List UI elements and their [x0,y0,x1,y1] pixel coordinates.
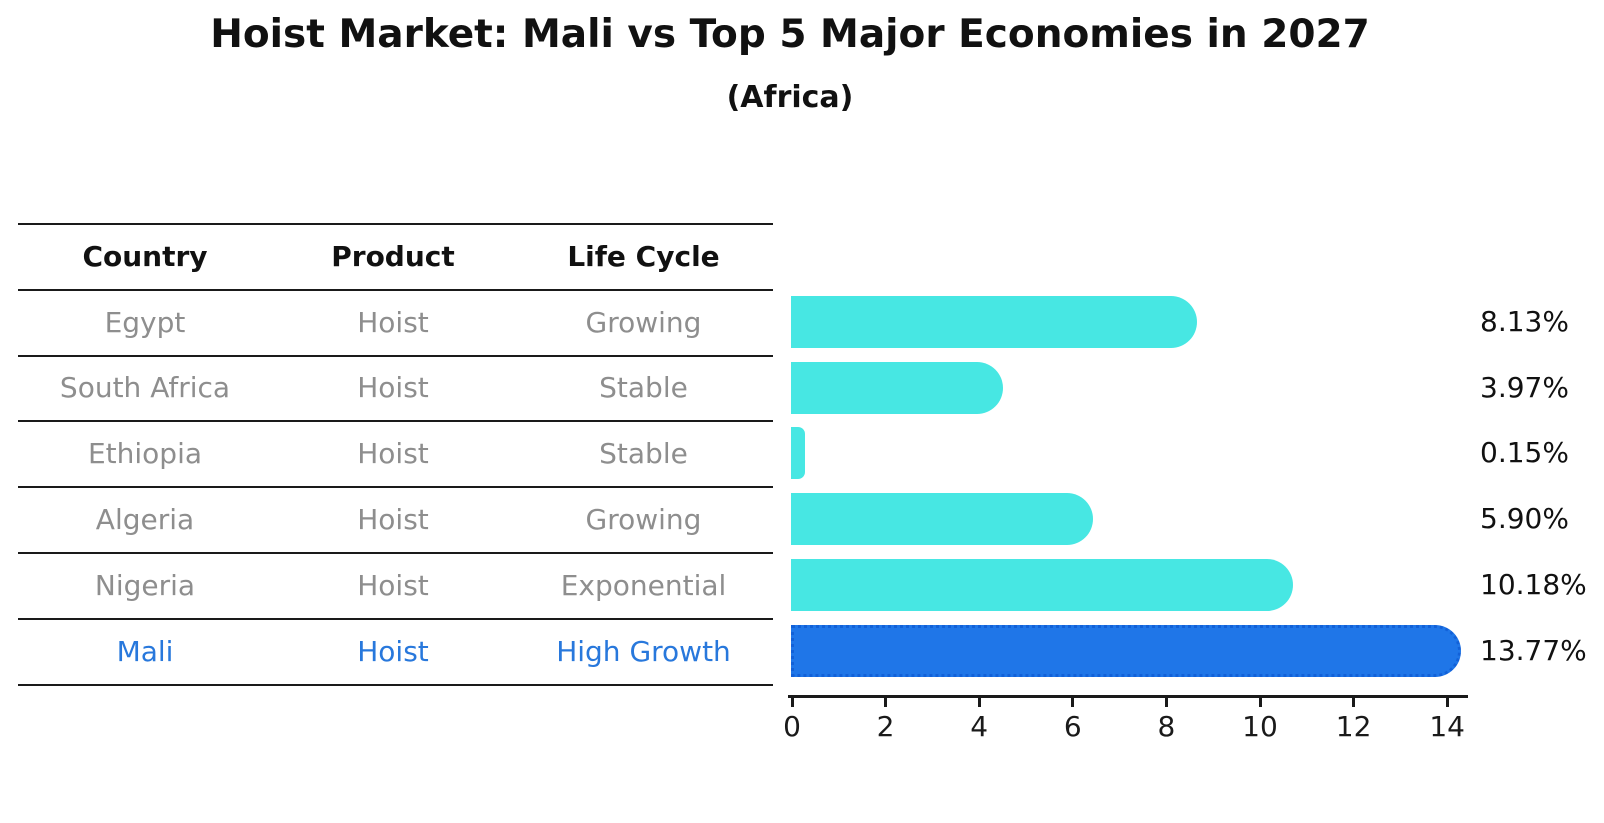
x-tick-mark [1258,698,1262,707]
x-tick-mark [884,698,888,707]
value-label: 10.18% [1480,568,1587,601]
table-rule [18,223,773,225]
x-tick-mark [1164,698,1168,707]
x-axis-line [788,695,1468,698]
x-tick-mark [1352,698,1356,707]
table-row: Algeria Hoist Growing [18,497,773,541]
table-row-cell-0: Mali [116,634,174,668]
bar-algeria [791,493,1094,545]
table-row: South Africa Hoist Stable [18,366,773,410]
table-rule [18,684,773,686]
x-tick-label: 0 [783,710,801,743]
table-row-cell-0: Ethiopia [87,436,203,470]
table-header-row: Country Product Life Cycle [18,234,773,278]
value-label: 13.77% [1480,634,1587,667]
x-tick-label: 14 [1429,710,1465,743]
bar-nigeria [791,559,1294,611]
table-row-cell-1: Hoist [357,568,429,602]
x-tick-mark [790,698,794,707]
table-rule [18,355,773,357]
table-row-cell-2: Exponential [560,568,727,602]
table-row-cell-1: Hoist [357,371,429,404]
bar-egypt [791,296,1198,348]
table-row-cell-0: Nigeria [94,568,196,602]
table-row-cell-1: Hoist [357,634,429,668]
table-row-cell-1: Hoist [357,436,429,470]
table-rule [18,486,773,488]
table-row-cell-0: Algeria [95,502,195,536]
bar-south-africa [791,361,1003,414]
table-rule [18,552,773,554]
x-tick-label: 12 [1335,710,1372,743]
chart-title: Hoist Market: Mali vs Top 5 Major Econom… [210,12,1370,57]
chart-subtitle: (Africa) [726,80,854,115]
table-header-row-cell-1: Product [331,239,455,273]
table-row-cell-2: Growing [585,502,702,536]
x-tick-mark [1071,698,1075,707]
table-row-cell-0: Egypt [104,305,186,339]
x-tick-mark [977,698,981,707]
bar-mali [791,625,1462,677]
table-row: Nigeria Hoist Exponential [18,563,773,607]
table-row-cell-2: Growing [585,305,702,339]
table-row: Mali Hoist High Growth [18,629,773,673]
bar-ethiopia [791,427,806,479]
x-tick-label: 6 [1063,710,1082,743]
table-row-cell-1: Hoist [357,305,429,339]
table-row: Ethiopia Hoist Stable [18,431,773,475]
value-label: 5.90% [1480,502,1569,535]
table-row: Egypt Hoist Growing [18,300,773,344]
table-rule [18,420,773,422]
table-row-cell-2: High Growth [556,634,731,668]
table-rule [18,289,773,291]
table-row-cell-0: South Africa [59,371,231,404]
x-tick-label: 2 [876,710,895,743]
x-tick-label: 10 [1242,710,1278,743]
value-label: 3.97% [1480,370,1569,404]
table-row-cell-2: Stable [599,436,688,470]
x-tick-label: 4 [970,710,989,743]
table-rule [18,618,773,620]
table-row-cell-2: Stable [599,371,688,404]
value-label: 0.15% [1480,436,1569,469]
table-row-cell-1: Hoist [357,502,429,536]
x-tick-mark [1445,698,1449,707]
table-header-row-cell-2: Life Cycle [567,239,720,273]
value-label: 8.13% [1480,305,1569,338]
table-header-row-cell-0: Country [82,239,208,273]
x-tick-label: 8 [1157,710,1176,743]
